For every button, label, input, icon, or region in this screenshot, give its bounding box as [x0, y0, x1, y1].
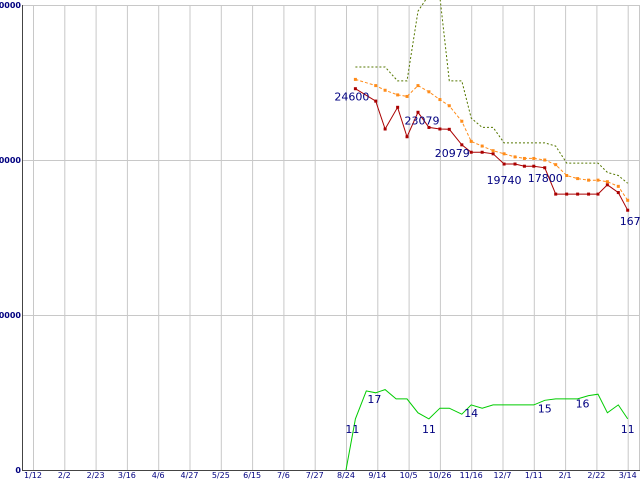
series-price-point [405, 135, 409, 139]
series-price-point [565, 192, 569, 196]
series-average-point [447, 104, 451, 108]
data-labels: 24600 23079 20979 19740 17800 16760 11 17 11 14 15… [334, 91, 640, 436]
series-price-point [543, 166, 547, 170]
series-average-point [427, 90, 431, 94]
data-label: 24600 [334, 91, 369, 104]
data-label: 11 [422, 423, 436, 436]
series-average-point [502, 152, 506, 156]
data-label: 15 [538, 402, 552, 415]
data-label: 14 [464, 407, 478, 420]
series-price-point [605, 183, 609, 187]
series-average-point [353, 77, 357, 81]
series-average-point [383, 88, 387, 92]
data-label: 16760 [620, 215, 640, 228]
y-tick-label: 30000 [0, 1, 21, 10]
series-average-point [469, 139, 473, 143]
series-price-point [576, 192, 580, 196]
series-max-line [355, 0, 629, 184]
series-average-point [480, 144, 484, 148]
x-tick-label: 5/25 [212, 471, 230, 480]
data-label: 17800 [528, 172, 563, 185]
x-tick-label: 11/16 [460, 471, 483, 480]
series-average-point [438, 98, 442, 102]
data-label: 19740 [487, 174, 522, 187]
series-price-point [522, 164, 526, 168]
x-tick-label: 6/15 [243, 471, 261, 480]
series-average-point [543, 158, 547, 162]
series-price-point [469, 150, 473, 154]
x-tick-label: 9/14 [368, 471, 386, 480]
series-average-point [460, 119, 464, 123]
x-tick-label: 4/27 [181, 471, 199, 480]
grid [22, 5, 640, 471]
series-price-point [587, 192, 591, 196]
x-tick-label: 3/14 [619, 471, 637, 480]
x-tick-label: 3/16 [118, 471, 136, 480]
series-average-point [554, 163, 558, 167]
x-tick-label: 10/5 [400, 471, 418, 480]
x-tick-label: 2/22 [587, 471, 605, 480]
x-tick-label: 7/6 [277, 471, 290, 480]
series-average-point [513, 155, 517, 159]
data-label: 11 [621, 423, 635, 436]
x-tick-label: 1/11 [525, 471, 543, 480]
series-price-point [374, 99, 378, 103]
series-price-point [438, 127, 442, 131]
series-average-point [522, 156, 526, 160]
series-price-point [513, 162, 517, 166]
series-price-point [396, 105, 400, 109]
data-label: 11 [345, 423, 359, 436]
series-price-point [626, 208, 630, 212]
series-price-point [416, 110, 420, 114]
x-tick-label: 12/7 [494, 471, 512, 480]
series-price-line [355, 88, 629, 211]
series-average-point [626, 198, 630, 202]
series-price-point [596, 192, 600, 196]
series-average-line [355, 78, 629, 201]
series-price-point [480, 150, 484, 154]
series-average-point [565, 174, 569, 177]
series-price-point [502, 162, 506, 166]
series-count-line [345, 389, 629, 471]
x-tick-label: 1/12 [24, 471, 42, 480]
series-price-point [554, 192, 558, 196]
series-average-point [416, 84, 420, 88]
x-tick-label: 4/6 [152, 471, 165, 480]
series-average-point [576, 177, 580, 181]
series-average-point [596, 178, 600, 182]
data-label: 23079 [404, 114, 439, 127]
x-tick-label: 2/1 [559, 471, 572, 480]
y-tick-label: 20000 [0, 156, 21, 165]
series-average-point [616, 184, 620, 188]
data-label: 16 [576, 398, 590, 411]
series-average-point [587, 178, 591, 182]
series-price-point [383, 127, 387, 131]
series-average-point [532, 156, 536, 160]
x-tick-label: 2/2 [58, 471, 71, 480]
data-label: 20979 [435, 147, 470, 160]
x-tick-label: 7/27 [306, 471, 324, 480]
x-tick-label: 2/23 [87, 471, 105, 480]
x-tick-label: 8/24 [337, 471, 355, 480]
series-price-point [532, 164, 536, 168]
series-price-point [447, 127, 451, 131]
series-price-point [616, 191, 620, 195]
series-average-point [605, 180, 609, 184]
x-tick-label: 10/26 [428, 471, 451, 480]
series-price-point [427, 125, 431, 129]
series-layer [345, 0, 630, 471]
series-price-point [460, 143, 464, 147]
data-label: 17 [367, 393, 381, 406]
series-average-point [405, 94, 409, 98]
y-tick-label: 10000 [0, 311, 21, 320]
series-price-point [491, 152, 495, 156]
series-average-point [374, 84, 378, 88]
series-average-point [491, 149, 495, 153]
series-price-point [353, 87, 357, 91]
series-average-point [396, 93, 400, 97]
y-tick-label: 0 [15, 466, 21, 475]
